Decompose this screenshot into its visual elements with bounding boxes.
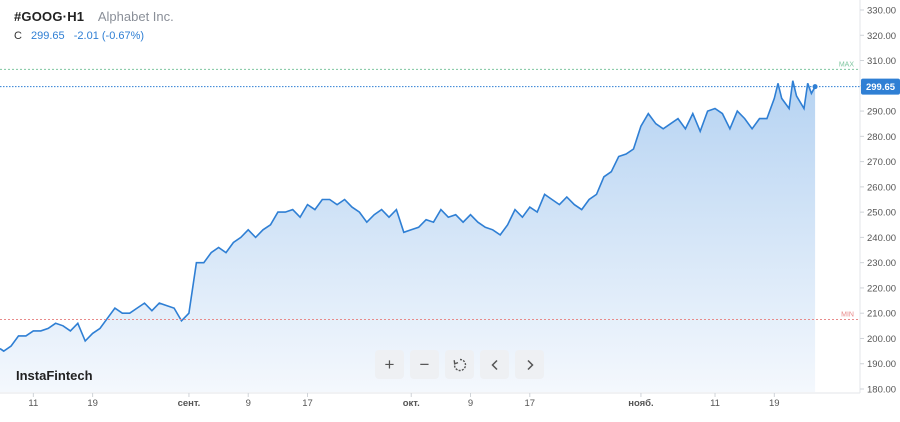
scroll-left-button[interactable]: [480, 350, 509, 379]
change-value: -2.01 (-0.67%): [73, 30, 145, 42]
current-price-label: 299.65: [866, 82, 896, 93]
y-tick-label: 250.00: [867, 208, 896, 219]
x-tick-label: 11: [710, 398, 720, 409]
y-tick-label: 260.00: [867, 182, 896, 193]
max-label: MAX: [839, 61, 855, 68]
zoom-in-button[interactable]: +: [375, 350, 404, 379]
current-price-badge: [861, 78, 900, 95]
x-tick-label: 19: [87, 398, 98, 409]
close-value: 299.65: [31, 30, 65, 42]
brand-logo: InstaFintech: [16, 368, 93, 383]
x-tick-label: 11: [28, 398, 38, 409]
y-tick-label: 190.00: [867, 359, 896, 370]
y-tick-label: 220.00: [867, 283, 896, 294]
company-name: Alphabet Inc.: [97, 9, 174, 24]
y-tick-label: 290.00: [867, 107, 896, 118]
chevron-right-icon: [526, 359, 534, 370]
scroll-right-button[interactable]: [515, 350, 544, 379]
x-tick-label: сент.: [178, 398, 201, 409]
min-label: MIN: [841, 312, 854, 319]
last-point: [812, 84, 818, 90]
close-readout: C 299.65 -2.01 (-0.67%): [14, 30, 144, 42]
x-tick-label: 9: [246, 398, 251, 409]
x-tick-label: 17: [525, 398, 536, 409]
zoom-out-button[interactable]: −: [410, 350, 439, 379]
reset-icon: [453, 358, 466, 371]
x-tick-label: 9: [468, 398, 473, 409]
y-tick-label: 240.00: [867, 233, 896, 244]
x-tick-label: нояб.: [628, 398, 653, 409]
x-tick-label: 17: [302, 398, 313, 409]
chart-header: #GOOG·H1 Alphabet Inc.: [14, 9, 174, 24]
chevron-left-icon: [490, 359, 498, 370]
y-tick-label: 270.00: [867, 157, 896, 168]
y-tick-label: 280.00: [867, 132, 896, 143]
symbol-label: #GOOG·H1: [14, 9, 85, 24]
minus-icon: −: [419, 354, 430, 374]
x-tick-label: 19: [769, 398, 780, 409]
chart-toolbar: + −: [375, 350, 544, 379]
y-tick-label: 210.00: [867, 309, 896, 320]
x-tick-label: окт.: [403, 398, 420, 409]
close-label: C: [14, 30, 22, 42]
reset-button[interactable]: [445, 350, 474, 379]
y-tick-label: 200.00: [867, 334, 896, 345]
y-tick-label: 310.00: [867, 56, 896, 67]
y-tick-label: 230.00: [867, 258, 896, 269]
y-tick-label: 320.00: [867, 31, 896, 42]
price-area: [0, 80, 816, 392]
y-tick-label: 330.00: [867, 6, 896, 17]
plus-icon: +: [384, 354, 395, 374]
price-line: [0, 80, 816, 353]
y-tick-label: 180.00: [867, 385, 896, 396]
